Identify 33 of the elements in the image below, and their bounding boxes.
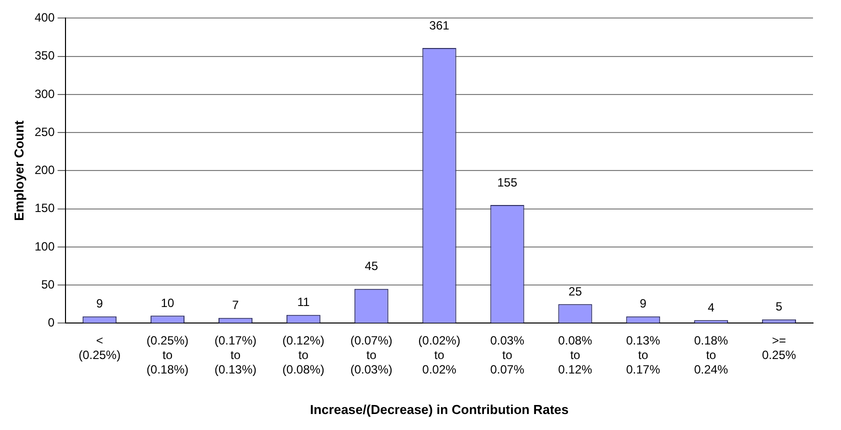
x-tick-label: 0.13% to 0.17% — [626, 334, 660, 377]
y-tick-label: 0 — [48, 316, 55, 330]
x-axis-title: Increase/(Decrease) in Contribution Rates — [310, 402, 569, 417]
x-tick-label: (0.17%) to (0.13%) — [214, 334, 256, 377]
x-tick-label: < (0.25%) — [78, 334, 121, 362]
data-label: 11 — [297, 295, 310, 310]
x-tick-label: (0.07%) to (0.03%) — [350, 334, 392, 377]
x-tick-label: (0.25%) to (0.18%) — [146, 334, 189, 377]
x-tick-label: >= 0.25% — [762, 334, 796, 362]
data-label: 7 — [232, 298, 240, 312]
data-label: 10 — [160, 296, 175, 310]
y-tick-label: 300 — [34, 86, 55, 101]
x-tick-label: (0.02%) to 0.02% — [418, 334, 460, 377]
x-tick-label: 0.18% to 0.24% — [694, 334, 728, 377]
y-tick-label: 350 — [34, 48, 55, 63]
y-tick-label: 100 — [34, 239, 55, 254]
data-label: 155 — [497, 175, 518, 190]
y-tick-label: 200 — [34, 163, 55, 178]
x-tick-label: 0.03% to 0.07% — [490, 334, 525, 377]
data-label: 25 — [568, 284, 582, 298]
data-label: 45 — [364, 259, 378, 274]
data-label: 4 — [708, 300, 715, 314]
y-tick-label: 250 — [34, 124, 55, 139]
x-tick-label: 0.08% to 0.12% — [558, 334, 593, 377]
data-label: 361 — [429, 18, 450, 32]
x-tick-label: (0.12%) to (0.08%) — [282, 334, 324, 377]
y-axis-title: Employer Count — [11, 120, 26, 221]
data-label: 9 — [96, 296, 104, 311]
y-tick-label: 150 — [34, 201, 55, 216]
data-label: 5 — [776, 300, 783, 314]
y-tick-label: 50 — [41, 277, 55, 292]
data-label: 9 — [640, 296, 647, 311]
y-tick-label: 400 — [34, 10, 55, 25]
